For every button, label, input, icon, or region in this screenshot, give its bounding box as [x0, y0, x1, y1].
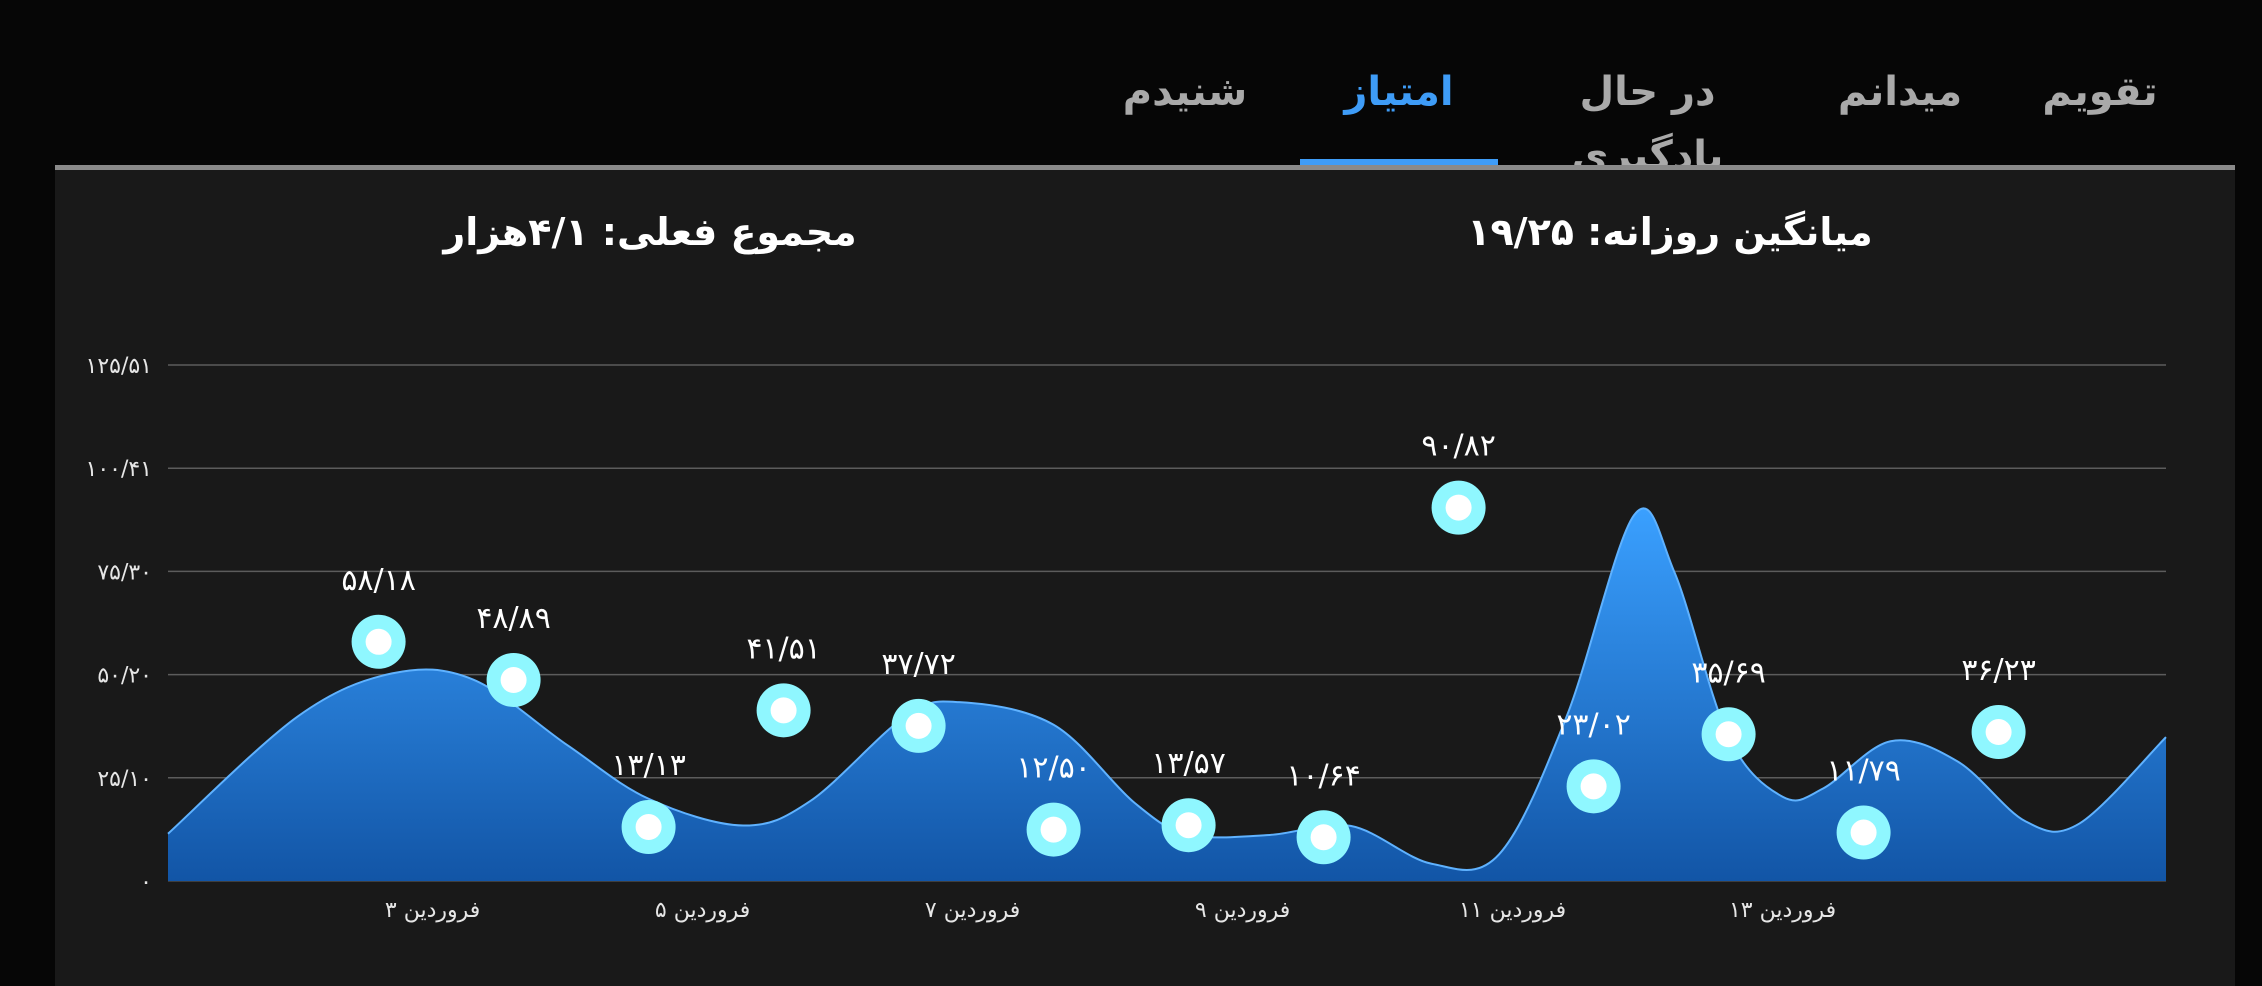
tabs-divider [55, 165, 2235, 170]
area-fill [168, 508, 2166, 881]
tab-i-know[interactable]: میدانم [1837, 69, 1963, 115]
data-point-center [1310, 824, 1337, 851]
data-point-center [500, 667, 527, 694]
data-point-center [1040, 816, 1067, 843]
x-tick-label: ۱۳ فروردین [1729, 898, 1836, 923]
y-axis: ۰ ۲۵/۱۰ ۵۰/۲۰ ۷۵/۳۰ ۱۰۰/۴۱ ۱۲۵/۵۱ [86, 354, 153, 895]
daily-average: میانگین روزانه: ۱۹/۲۵ [1467, 210, 1873, 254]
data-label: ۱۲/۵۰ [1016, 751, 1091, 786]
data-points: ۵۸/۱۸ ۴۸/۸۹ ۱۳/۱۳ ۴۱/۵۱ ۳۷/۷۲ ۱۲/۵۰ ۱۳/۵۷ ۱۰/۶۴… [341, 429, 2036, 865]
x-tick-label: ۷ فروردین [925, 898, 1020, 923]
data-label: ۳۶/۲۳ [1961, 653, 2036, 688]
data-point-center [1445, 494, 1472, 521]
y-tick-label: ۰ [140, 870, 152, 895]
tab-calendar[interactable]: تقویم [2042, 69, 2158, 115]
x-tick-label: ۵ فروردین [655, 898, 750, 923]
y-tick-label: ۵۰/۲۰ [97, 664, 152, 689]
data-point-center [1175, 812, 1202, 839]
data-label: ۳۷/۷۲ [881, 647, 956, 682]
data-label: ۱۳/۱۳ [611, 748, 686, 783]
active-tab-indicator [1300, 159, 1498, 168]
data-point-center [365, 628, 392, 655]
data-point-center [635, 814, 662, 841]
data-label: ۲۳/۰۲ [1556, 707, 1631, 742]
x-tick-label: ۹ فروردین [1195, 898, 1290, 923]
y-tick-label: ۱۰۰/۴۱ [86, 457, 153, 482]
data-point-center [905, 712, 932, 739]
data-label: ۱۰/۶۴ [1286, 758, 1361, 793]
tab-bar: تقویم میدانم در حال یادگیری امتیاز شنیدم [55, 0, 2235, 179]
data-point-center [1850, 819, 1877, 846]
y-tick-label: ۱۲۵/۵۱ [86, 354, 153, 379]
tab-score[interactable]: امتیاز [1300, 60, 1498, 168]
current-total: مجموع فعلی: ۴/۱هزار [443, 210, 857, 254]
data-point-center [1715, 721, 1742, 748]
data-label: ۵۸/۱۸ [341, 563, 416, 598]
data-label: ۹۰/۸۲ [1421, 429, 1496, 464]
data-label: ۱۳/۵۷ [1151, 746, 1226, 781]
x-tick-label: ۱۱ فروردین [1459, 898, 1566, 923]
data-label: ۴۸/۸۹ [476, 601, 551, 636]
data-point-center [1985, 719, 2012, 746]
x-axis: ۳ فروردین ۵ فروردین ۷ فروردین ۹ فروردین ۱۱ ف… [385, 898, 1836, 923]
tab-heard[interactable]: شنیدم [1122, 69, 1248, 115]
x-tick-label: ۳ فروردین [385, 898, 480, 923]
y-tick-label: ۲۵/۱۰ [97, 767, 152, 792]
tab-score-label: امتیاز [1344, 69, 1454, 115]
data-point-center [770, 697, 797, 724]
data-point-center [1580, 773, 1607, 800]
data-label: ۳۵/۶۹ [1691, 655, 1766, 690]
y-tick-label: ۷۵/۳۰ [97, 560, 152, 585]
data-label: ۱۱/۷۹ [1826, 754, 1901, 789]
data-label: ۴۱/۵۱ [746, 631, 821, 666]
